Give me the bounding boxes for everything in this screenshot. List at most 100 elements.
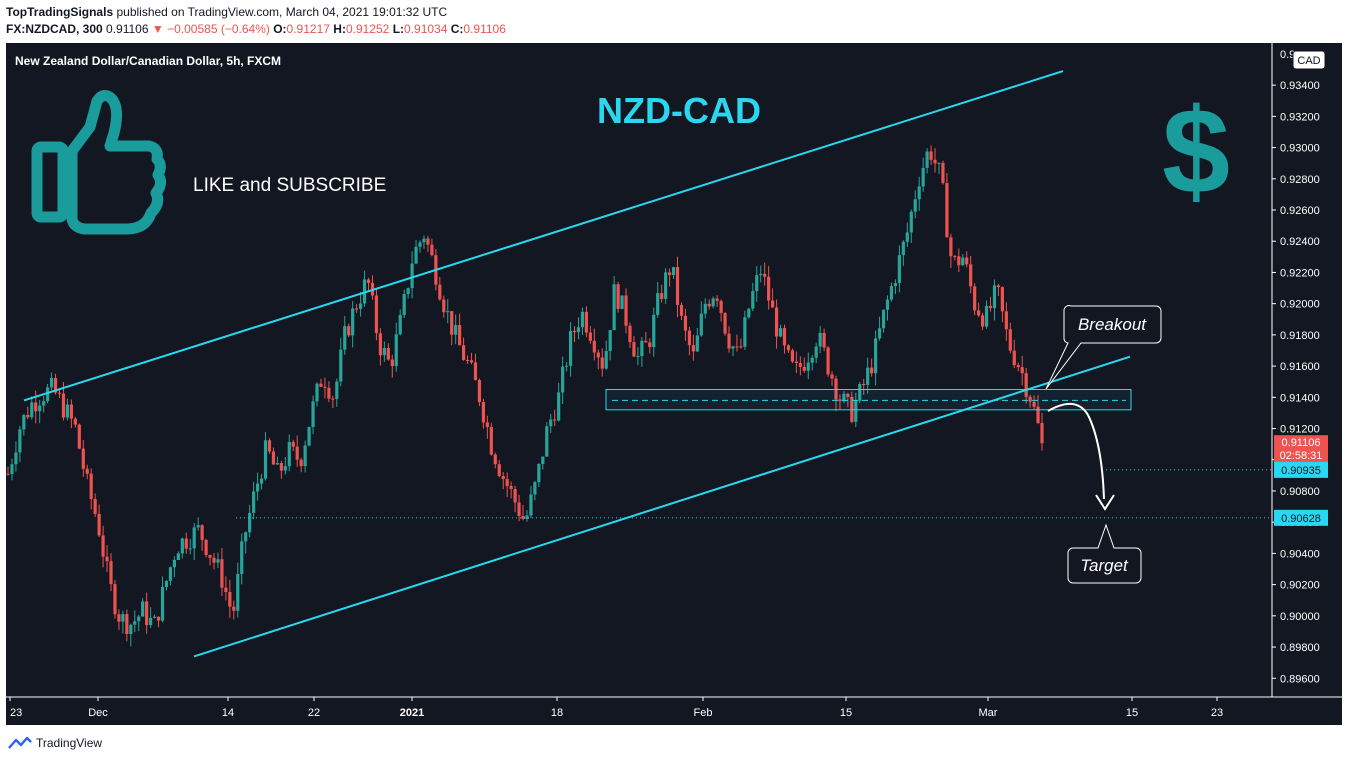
candle-body [85,468,89,474]
candle-body [727,333,731,349]
target-callout[interactable]: Target [1067,523,1142,584]
candle-body [46,387,50,402]
candle-body [782,328,787,346]
candle-body [465,359,470,361]
price-tick-label: 0.92200 [1280,267,1320,279]
candle-body [505,478,509,487]
candle-body [291,441,295,447]
candle-body [105,556,109,562]
time-tick-label: Mar [979,707,998,719]
candle-body [814,346,818,358]
candle-body [129,624,133,634]
symbol-label: FX:NZDCAD, 300 [6,22,103,36]
chart-area[interactable]: Breakout Target New Zealand Dollar/Canad… [6,43,1342,725]
currency-badge[interactable] [1292,50,1326,70]
candle-body [1004,311,1008,330]
candle-body [493,454,497,465]
upper-channel-line[interactable] [23,70,1064,402]
candle-body [303,445,307,467]
candle-body [537,463,541,483]
candle-body [806,362,810,371]
candle-body [755,275,759,292]
candle-body [477,380,482,403]
candle-body [723,313,727,334]
candles-layer [6,145,1044,647]
candle-body [664,272,668,299]
candle-body [707,303,711,307]
candle-body [731,346,735,349]
candle-body [228,591,232,607]
thumbs-up-icon [31,90,167,235]
candle-body [988,305,993,309]
support-zone[interactable] [605,389,1132,411]
breakout-callout[interactable]: Breakout [1045,305,1162,390]
candle-body [735,346,739,348]
countdown-timer: 02:58:31 [1280,450,1323,462]
candle-body [921,167,925,187]
price-axis[interactable]: 0.93400 0.93200 0.93000 0.92800 0.92600 0.924… [1272,49,1320,685]
candle-body [881,309,886,329]
time-axis[interactable]: 23 Dec 14 22 2021 18 Feb 15 Mar 15 23 [9,697,1223,719]
candle-body [802,366,806,371]
time-tick-label: 2021 [400,707,424,719]
candle-body [564,365,569,367]
candle-body [592,340,596,353]
candle-body [97,513,101,536]
candle-body [212,557,216,563]
lower-channel-line[interactable] [193,355,1131,658]
candle-body [588,332,592,341]
dollar-sign-icon: $ [1162,83,1230,219]
chart-svg[interactable]: Breakout Target New Zealand Dollar/Canad… [6,43,1342,725]
change-arrow: ▼ [151,22,164,36]
candle-body [461,345,466,360]
candle-body [489,427,493,455]
candle-body [596,352,600,358]
candle-body [561,366,565,393]
candle-body [747,308,751,318]
candle-body [311,401,315,428]
candle-body [287,441,291,467]
candle-body [351,308,355,336]
candle-body [893,283,898,287]
candle-body [798,363,802,367]
candle-body [307,427,311,446]
candle-body [937,162,941,164]
tradingview-logo[interactable]: TradingView [8,736,102,750]
price-tick-label: 0.93200 [1280,111,1320,123]
candle-body [232,606,236,611]
candle-body [34,402,38,412]
candle-body [774,307,779,337]
candle-body [18,429,22,453]
tradingview-icon [8,736,32,749]
time-tick-label: 18 [551,707,563,719]
candle-body [331,398,335,400]
open-value: 0.91217 [286,22,330,36]
open-label: O: [273,22,287,36]
projection-arrow [1047,403,1105,500]
candle-body [442,299,446,313]
candle-body [299,459,303,467]
candle-body [152,616,157,618]
last-price-tag: 0.91106 02:58:31 [1274,435,1328,466]
time-tick-label: 14 [222,707,234,719]
candle-body [810,357,814,363]
candle-body [390,359,394,367]
chart-title: NZD-CAD [597,90,761,131]
candle-body [778,328,783,337]
author-name[interactable]: TopTradingSignals [6,5,114,19]
candle-body [965,257,969,265]
candle-body [73,418,77,425]
candle-body [870,367,874,374]
candle-body [608,330,612,352]
time-tick-label: 15 [1126,707,1138,719]
high-label: H: [333,22,346,36]
candle-body [759,273,763,276]
candle-body [846,393,850,397]
candle-body [557,392,561,421]
candle-body [1036,406,1040,424]
candle-body [858,384,862,401]
candle-body [683,315,688,331]
candle-body [263,440,268,479]
price-tick-label: 0.89600 [1280,673,1320,685]
currency-label: CAD [1297,55,1320,67]
